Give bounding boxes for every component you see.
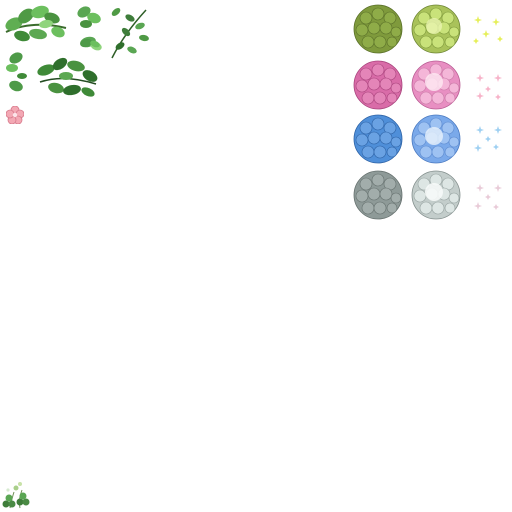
leafy-branch-sprite	[2, 2, 70, 46]
hydrangea-blue-dark	[350, 112, 406, 166]
hydrangea-pink-light	[408, 58, 464, 112]
pink-blossom-sprite	[6, 106, 24, 124]
hydrangea-pink-dark	[350, 58, 406, 112]
sparkle-olive	[472, 12, 506, 48]
hydrangea-olive-light	[408, 2, 464, 56]
sparkle-blue	[472, 122, 506, 156]
dark-leaf-cluster-sprite	[34, 54, 100, 100]
small-leaf-cluster-sprite	[78, 34, 102, 52]
hydrangea-grey-light	[408, 168, 464, 222]
clover-sprite	[0, 478, 32, 510]
hydrangea-blue-light	[408, 112, 464, 166]
sparkle-grey	[472, 180, 506, 214]
thin-stem-sprite	[102, 4, 152, 62]
hydrangea-olive-dark	[350, 2, 406, 56]
leaf-pair-sprite	[2, 46, 30, 100]
hydrangea-grey-dark	[350, 168, 406, 222]
sparkle-pink	[472, 70, 506, 104]
